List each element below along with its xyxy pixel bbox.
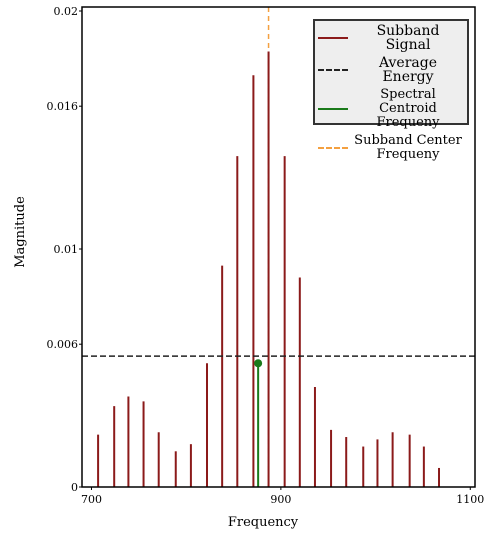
legend: Subband Signal Average Energy Spectral Cen… xyxy=(313,19,469,162)
legend-label: Subband Center Frequeny xyxy=(354,133,462,162)
legend-entry: Subband Signal xyxy=(318,24,464,52)
legend-swatch xyxy=(318,37,348,39)
legend-entry: Spectral Centroid Frequeny xyxy=(318,88,464,130)
x-tick-label: 900 xyxy=(270,493,291,506)
y-tick-label: 0.016 xyxy=(47,100,79,113)
y-tick-label: 0.02 xyxy=(54,5,79,18)
x-tick-label: 1100 xyxy=(456,493,484,506)
legend-label: Subband Signal xyxy=(376,23,440,53)
legend-swatch xyxy=(318,69,348,71)
x-tick-label: 700 xyxy=(81,493,102,506)
y-tick-label: 0.006 xyxy=(47,338,79,351)
legend-entry: Average Energy xyxy=(318,56,464,84)
legend-swatch xyxy=(318,147,348,149)
y-tick-label: 0 xyxy=(71,481,78,494)
legend-label: Spectral Centroid Frequeny xyxy=(376,87,440,130)
legend-swatch xyxy=(318,108,348,110)
x-axis-label: Frequency xyxy=(228,515,299,530)
legend-label: Average Energy xyxy=(378,55,438,85)
plot-frame xyxy=(81,6,476,488)
y-tick-label: 0.01 xyxy=(54,243,79,256)
centroid-point xyxy=(254,359,263,368)
legend-entry: Subband Center Frequeny xyxy=(318,134,464,162)
y-axis-label: Magnitude xyxy=(13,196,28,268)
